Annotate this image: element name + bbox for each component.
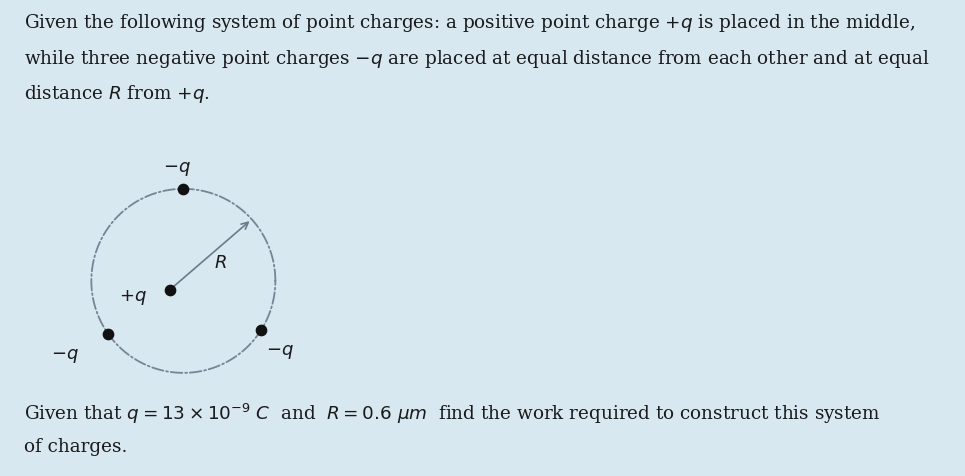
Text: $-q$: $-q$	[266, 343, 293, 361]
Point	[100, 330, 116, 337]
Text: $-q$: $-q$	[163, 160, 191, 178]
Text: Given that $q = 13 \times 10^{-9}$ $C$  and  $R = 0.6$ $\mu m$  find the work re: Given that $q = 13 \times 10^{-9}$ $C$ a…	[24, 402, 881, 426]
Text: of charges.: of charges.	[24, 438, 127, 456]
Text: Given the following system of point charges: a positive point charge $+q$ is pla: Given the following system of point char…	[24, 12, 916, 34]
Text: $-q$: $-q$	[51, 347, 79, 366]
Point	[254, 326, 269, 333]
Text: distance $R$ from $+q$.: distance $R$ from $+q$.	[24, 83, 210, 105]
Text: $+q$: $+q$	[119, 288, 147, 307]
Text: $R$: $R$	[214, 254, 227, 272]
Point	[176, 185, 191, 193]
Point	[162, 286, 178, 294]
Text: while three negative point charges $-q$ are placed at equal distance from each o: while three negative point charges $-q$ …	[24, 48, 930, 69]
